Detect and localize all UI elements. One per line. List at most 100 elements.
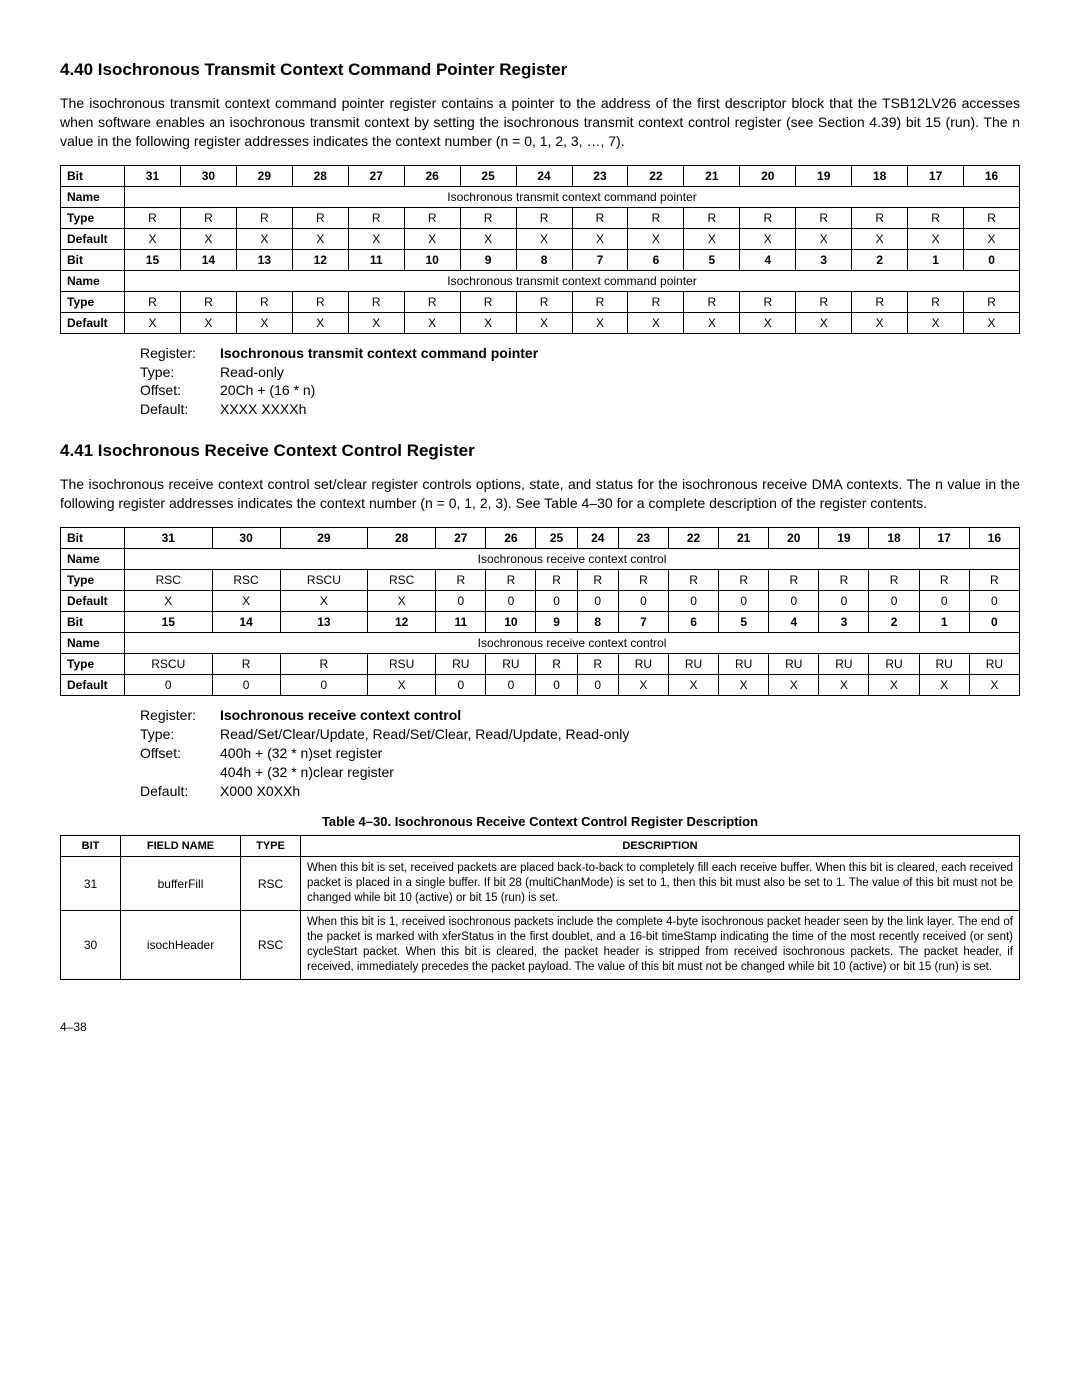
bitmap-cell: R xyxy=(796,207,852,228)
reg440-default: XXXX XXXXh xyxy=(220,400,306,419)
bitmap-cell: 0 xyxy=(536,591,577,612)
bitmap-cell: X xyxy=(404,312,460,333)
reg441-name: Isochronous receive context control xyxy=(220,706,461,725)
bitmap-cell: R xyxy=(486,570,536,591)
reginfo-440: Register:Isochronous transmit context co… xyxy=(140,344,1020,420)
bitmap-cell: 5 xyxy=(719,612,769,633)
bitmap-cell: 0 xyxy=(969,612,1019,633)
bitmap-cell: 25 xyxy=(460,165,516,186)
bitmap-cell: R xyxy=(460,291,516,312)
bitmap-cell: 10 xyxy=(404,249,460,270)
bitmap-cell: R xyxy=(908,291,964,312)
bitmap-cell: 16 xyxy=(969,528,1019,549)
row-header: Default xyxy=(61,228,125,249)
bitmap-cell: X xyxy=(460,228,516,249)
desc-header: TYPE xyxy=(241,836,301,857)
bitmap-cell: 2 xyxy=(869,612,919,633)
bitmap-cell: R xyxy=(628,207,684,228)
bitmap-cell: X xyxy=(852,228,908,249)
desc-cell: bufferFill xyxy=(121,857,241,911)
bitmap-cell: X xyxy=(180,312,236,333)
bitmap-cell: X xyxy=(404,228,460,249)
row-header: Name xyxy=(61,633,125,654)
bitmap-cell: 0 xyxy=(486,591,536,612)
bitmap-cell: R xyxy=(964,291,1020,312)
bitmap-cell: X xyxy=(668,675,718,696)
bitmap-cell: 21 xyxy=(719,528,769,549)
bitmap-cell: X xyxy=(769,675,819,696)
bitmap-cell: 27 xyxy=(348,165,404,186)
table-440-bitmap: Bit31302928272625242322212019181716NameI… xyxy=(60,165,1020,334)
section-441-para: The isochronous receive context control … xyxy=(60,475,1020,513)
bitmap-cell: 3 xyxy=(819,612,869,633)
bitmap-cell: 10 xyxy=(486,612,536,633)
bitmap-cell: 0 xyxy=(719,591,769,612)
desc-header: DESCRIPTION xyxy=(301,836,1020,857)
bitmap-cell: 12 xyxy=(292,249,348,270)
bitmap-cell: 19 xyxy=(796,165,852,186)
row-header: Name xyxy=(61,270,125,291)
bitmap-cell: 24 xyxy=(516,165,572,186)
bitmap-cell: R xyxy=(348,291,404,312)
bitmap-cell: X xyxy=(516,312,572,333)
reg440-type: Read-only xyxy=(220,363,284,382)
desc-header: FIELD NAME xyxy=(121,836,241,857)
bitmap-cell: R xyxy=(460,207,516,228)
bitmap-cell: R xyxy=(740,291,796,312)
bitmap-cell: X xyxy=(869,675,919,696)
bitmap-cell: 22 xyxy=(668,528,718,549)
bitmap-cell: X xyxy=(292,228,348,249)
bitmap-cell: RSC xyxy=(212,570,280,591)
bitmap-cell: 0 xyxy=(618,591,668,612)
bitmap-cell: 25 xyxy=(536,528,577,549)
bitmap-cell: 8 xyxy=(577,612,618,633)
bitmap-cell: X xyxy=(740,312,796,333)
bitmap-name-span: Isochronous receive context control xyxy=(125,549,1020,570)
bitmap-cell: X xyxy=(236,228,292,249)
bitmap-name-span: Isochronous transmit context command poi… xyxy=(125,270,1020,291)
bitmap-cell: R xyxy=(684,291,740,312)
row-header: Bit xyxy=(61,612,125,633)
bitmap-cell: 8 xyxy=(516,249,572,270)
bitmap-cell: R xyxy=(292,291,348,312)
bitmap-cell: 11 xyxy=(348,249,404,270)
desc-cell: isochHeader xyxy=(121,911,241,980)
row-header: Default xyxy=(61,312,125,333)
bitmap-cell: 18 xyxy=(852,165,908,186)
bitmap-cell: X xyxy=(740,228,796,249)
bitmap-cell: 0 xyxy=(280,675,368,696)
bitmap-cell: 0 xyxy=(577,675,618,696)
bitmap-cell: X xyxy=(348,312,404,333)
bitmap-cell: X xyxy=(125,312,181,333)
desc-cell: When this bit is set, received packets a… xyxy=(301,857,1020,911)
bitmap-cell: R xyxy=(125,291,181,312)
row-header: Type xyxy=(61,207,125,228)
bitmap-cell: X xyxy=(125,228,181,249)
bitmap-cell: RU xyxy=(769,654,819,675)
reg441-offset2-lbl: clear register xyxy=(313,764,394,780)
bitmap-cell: X xyxy=(684,228,740,249)
bitmap-cell: 30 xyxy=(212,528,280,549)
bitmap-cell: RU xyxy=(969,654,1019,675)
bitmap-cell: 6 xyxy=(628,249,684,270)
bitmap-cell: RU xyxy=(719,654,769,675)
bitmap-cell: R xyxy=(536,570,577,591)
row-header: Bit xyxy=(61,249,125,270)
bitmap-cell: X xyxy=(719,675,769,696)
bitmap-cell: R xyxy=(577,570,618,591)
bitmap-cell: 9 xyxy=(460,249,516,270)
bitmap-cell: 0 xyxy=(486,675,536,696)
bitmap-cell: R xyxy=(516,291,572,312)
bitmap-cell: X xyxy=(796,228,852,249)
bitmap-cell: X xyxy=(460,312,516,333)
bitmap-cell: X xyxy=(628,228,684,249)
bitmap-cell: RSCU xyxy=(125,654,213,675)
bitmap-cell: RSCU xyxy=(280,570,368,591)
bitmap-cell: RU xyxy=(919,654,969,675)
desc-table: BITFIELD NAMETYPEDESCRIPTION31bufferFill… xyxy=(60,835,1020,980)
bitmap-cell: X xyxy=(280,591,368,612)
bitmap-cell: R xyxy=(436,570,486,591)
bitmap-cell: R xyxy=(212,654,280,675)
bitmap-cell: 24 xyxy=(577,528,618,549)
row-header: Bit xyxy=(61,165,125,186)
